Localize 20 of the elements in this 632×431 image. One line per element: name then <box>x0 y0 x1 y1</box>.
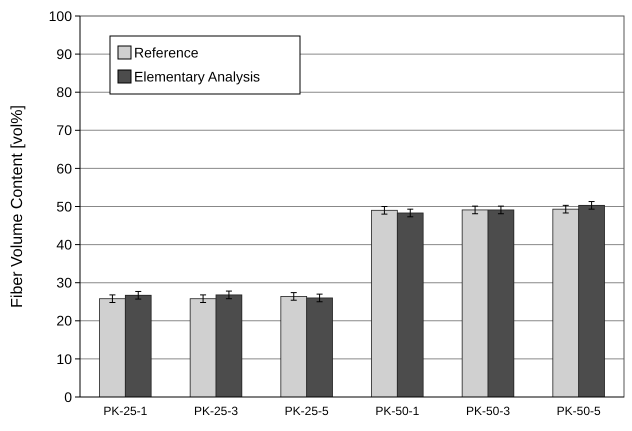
x-tick-label: PK-25-1 <box>103 404 148 418</box>
x-tick-label: PK-50-5 <box>556 404 601 418</box>
x-tick-label: PK-50-3 <box>466 404 510 418</box>
y-tick-label: 90 <box>56 46 72 62</box>
legend-label: Reference <box>134 44 199 60</box>
x-tick-label: PK-25-5 <box>284 404 329 418</box>
legend-label: Elementary Analysis <box>134 68 260 84</box>
y-tick-label: 0 <box>64 388 72 405</box>
x-tick-label: PK-25-3 <box>194 404 238 418</box>
y-tick-label: 100 <box>48 8 72 24</box>
y-tick-label: 60 <box>56 160 72 176</box>
y-tick-label: 30 <box>56 274 72 291</box>
y-tick-label: 80 <box>56 84 72 100</box>
y-tick-label: 50 <box>56 198 72 214</box>
y-tick-label: 40 <box>56 236 72 252</box>
y-axis-title: Fiber Volume Content [vol%] <box>9 105 26 308</box>
y-tick-label: 20 <box>56 312 72 329</box>
y-tick-label: 10 <box>56 350 72 367</box>
x-tick-label: PK-50-1 <box>375 404 420 418</box>
y-tick-label: 70 <box>56 122 72 138</box>
